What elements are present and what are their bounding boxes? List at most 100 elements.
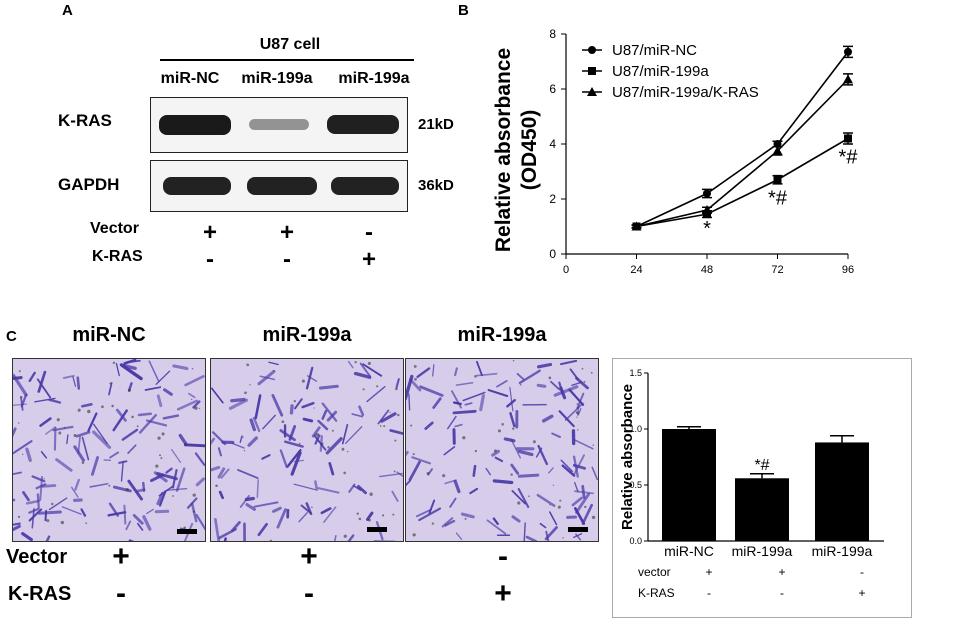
- significance-mark: *: [703, 218, 711, 240]
- pore-dot: [273, 370, 275, 372]
- pore-dot: [356, 512, 359, 515]
- cell: [561, 464, 576, 477]
- significance-mark: *#: [754, 457, 769, 474]
- cell: [492, 517, 499, 526]
- micro-title-3: miR-199a: [457, 324, 547, 346]
- cell: [194, 452, 205, 466]
- pore-dot: [293, 400, 296, 403]
- pore-dot: [431, 522, 435, 525]
- pore-dot: [198, 407, 201, 410]
- cell: [142, 515, 152, 531]
- cell: [321, 402, 338, 422]
- cell: [511, 490, 526, 505]
- micro-sign-kras-2: -: [304, 577, 314, 610]
- cell: [475, 372, 498, 377]
- cell: [21, 532, 33, 541]
- cell: [253, 501, 279, 508]
- data-point: [773, 175, 782, 184]
- cell: [301, 401, 315, 409]
- pore-dot: [517, 501, 521, 505]
- series-2: [631, 132, 853, 231]
- cell: [271, 394, 284, 417]
- cell: [551, 432, 561, 438]
- treatment-label-kras: K-RAS: [92, 248, 143, 265]
- cell: [146, 508, 154, 515]
- cell: [45, 535, 51, 541]
- cell: [509, 412, 516, 428]
- pore-dot: [362, 388, 365, 391]
- cell: [22, 491, 30, 502]
- cell: [302, 417, 314, 423]
- pore-dot: [412, 533, 416, 537]
- cell: [89, 483, 109, 488]
- pore-dot: [510, 473, 513, 476]
- y-tick-label: 0: [549, 247, 556, 261]
- y-axis-label-line1: Relative absorbance: [492, 48, 515, 252]
- cell: [328, 462, 335, 476]
- pore-dot: [321, 442, 324, 446]
- cell: [416, 367, 431, 378]
- x-tick-label: 0: [563, 264, 569, 276]
- cell: [184, 375, 205, 387]
- cell: [254, 394, 262, 420]
- pore-dot: [501, 423, 504, 426]
- cell: [247, 436, 258, 447]
- legend-label: U87/miR-199a: [612, 63, 709, 80]
- pore-dot: [382, 514, 385, 517]
- cell: [575, 533, 582, 541]
- pore-dot: [313, 407, 315, 409]
- bar-chart: 0.0 0.5 1.0 1.5 Relative absorbance miR-NC miR…: [612, 358, 912, 618]
- micrograph-mir-199a-kras: [405, 358, 599, 542]
- scale-bar: [177, 529, 197, 534]
- y-tick-label: 0.5: [629, 480, 642, 490]
- cell: [279, 449, 288, 469]
- cell: [92, 430, 112, 449]
- micro-title-1: miR-NC: [72, 324, 146, 346]
- cell: [93, 423, 108, 445]
- cell: [192, 400, 201, 409]
- pore-dot: [587, 387, 589, 389]
- pore-dot: [413, 364, 417, 368]
- cell: [187, 392, 196, 399]
- cell: [107, 511, 127, 517]
- pore-dot: [367, 361, 371, 366]
- pore-dot: [592, 444, 594, 446]
- cell: [357, 484, 367, 495]
- pore-dot: [581, 367, 584, 370]
- cell: [581, 484, 586, 499]
- cell: [76, 376, 81, 390]
- cell: [460, 512, 475, 519]
- cell: [573, 507, 586, 525]
- pore-dot: [215, 484, 218, 488]
- pore-dot: [43, 478, 45, 480]
- cell: [125, 520, 132, 531]
- data-point: [703, 189, 711, 198]
- cell: [109, 451, 120, 459]
- legend-marker: [587, 87, 597, 96]
- x-tick-label: 24: [630, 264, 642, 276]
- row-label: K-RAS: [638, 586, 675, 600]
- cell: [536, 362, 553, 369]
- pore-dot: [20, 396, 23, 399]
- blot-gapdh: [150, 160, 408, 212]
- y-tick-label: 1.5: [629, 368, 642, 378]
- cell: [572, 463, 586, 470]
- data-point: [843, 74, 853, 84]
- pore-dot: [63, 426, 66, 429]
- data-point: [772, 145, 783, 155]
- cell: [408, 460, 421, 481]
- series-line: [636, 137, 849, 228]
- cell: [13, 524, 21, 532]
- pore-dot: [77, 408, 81, 412]
- cell: [162, 414, 180, 420]
- cell: [325, 437, 343, 455]
- pore-dot: [394, 439, 397, 442]
- pore-dot: [532, 440, 536, 444]
- bar: [662, 429, 716, 541]
- pore-dot: [583, 380, 586, 383]
- pore-dot: [442, 474, 446, 478]
- pore-dot: [184, 443, 187, 445]
- cell: [347, 360, 354, 369]
- cell: [321, 409, 328, 420]
- cell: [81, 402, 93, 408]
